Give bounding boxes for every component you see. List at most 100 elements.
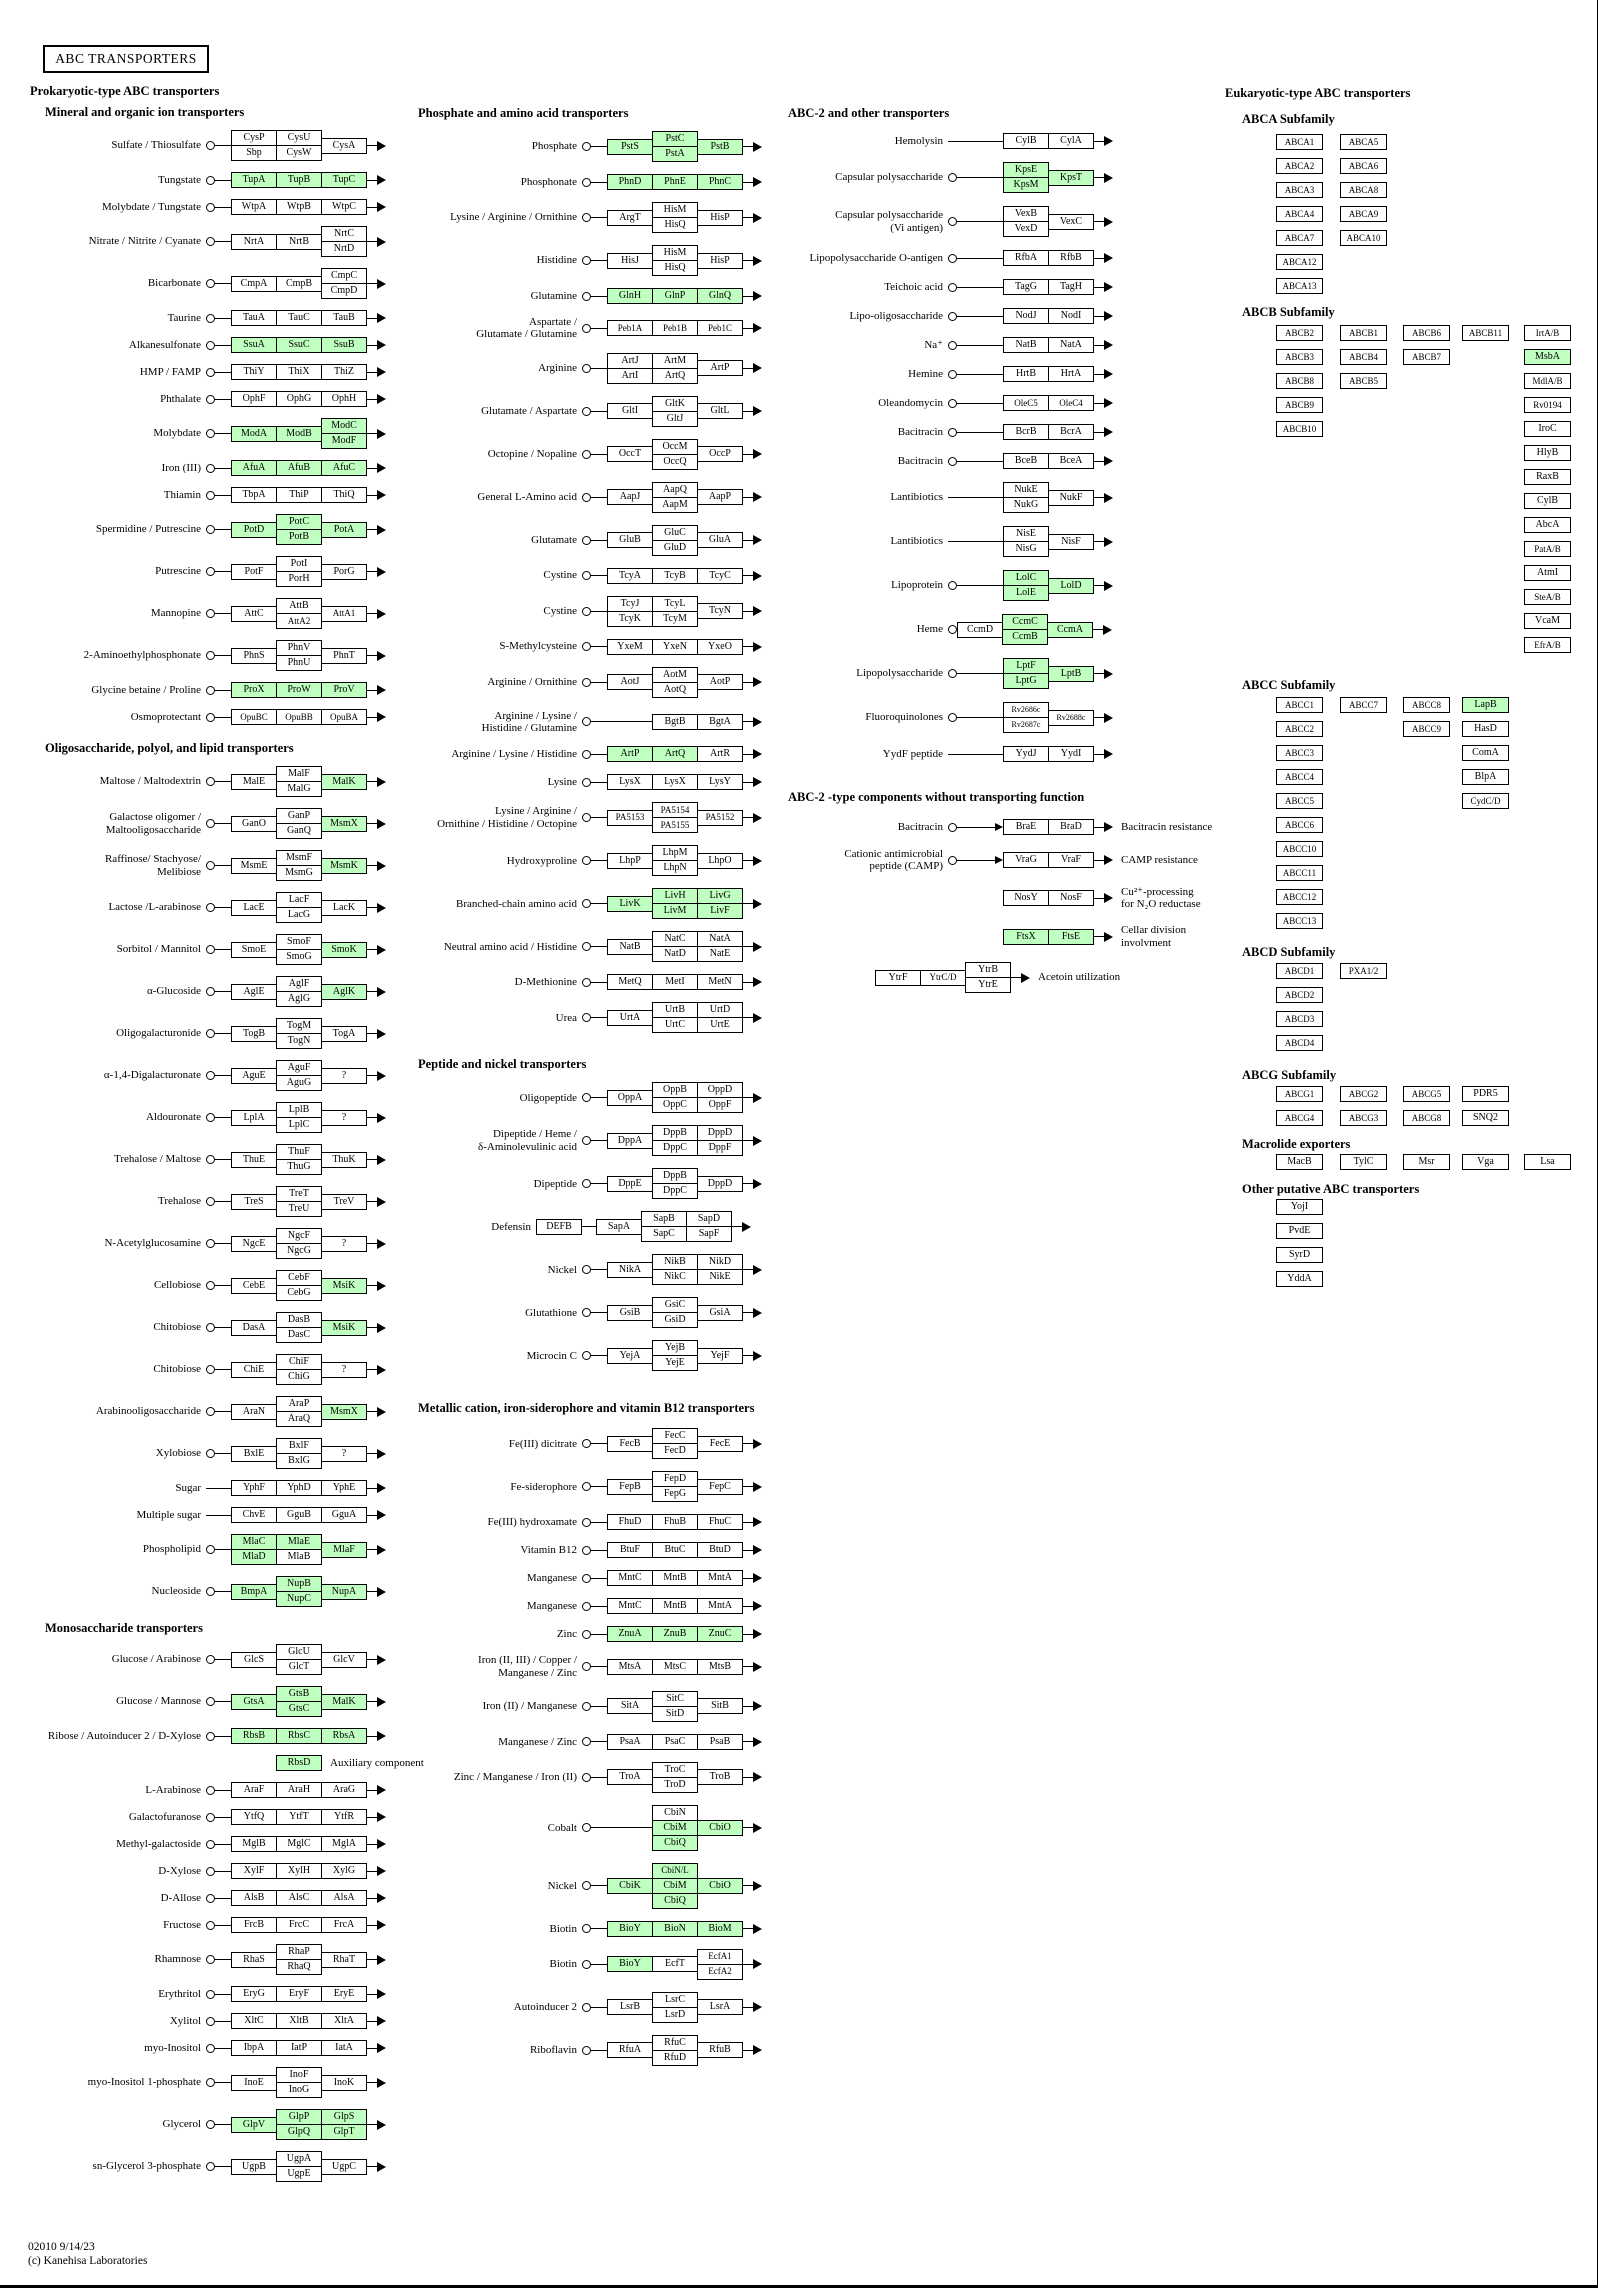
substrate-circle-icon[interactable] bbox=[582, 1439, 591, 1449]
gene-box-cbik[interactable]: CbiK bbox=[607, 1877, 653, 1894]
substrate-circle-icon[interactable] bbox=[582, 1545, 591, 1555]
substrate-circle-icon[interactable] bbox=[206, 1839, 215, 1849]
substrate-circle-icon[interactable] bbox=[206, 2162, 215, 2171]
gene-box-pdr5[interactable]: PDR5 bbox=[1462, 1086, 1509, 1102]
gene-box-potb[interactable]: PotB bbox=[276, 529, 322, 545]
gene-box-ccmb[interactable]: CcmB bbox=[1002, 629, 1048, 645]
gene-box-abca3[interactable]: ABCA3 bbox=[1276, 182, 1323, 198]
gene-box-cbin[interactable]: CbiN bbox=[652, 1804, 698, 1821]
gene-box-abcb1[interactable]: ABCB1 bbox=[1340, 325, 1387, 341]
gene-box-thuk[interactable]: ThuK bbox=[321, 1151, 367, 1168]
gene-box-wtpc[interactable]: WtpC bbox=[321, 199, 367, 215]
gene-box-arah[interactable]: AraH bbox=[276, 1782, 322, 1798]
substrate-circle-icon[interactable] bbox=[206, 2120, 215, 2129]
gene-box-glub[interactable]: GluB bbox=[607, 532, 653, 549]
gene-box-cbiq[interactable]: CbiQ bbox=[652, 1834, 698, 1851]
gene-box-abcd4[interactable]: ABCD4 bbox=[1276, 1035, 1323, 1051]
gene-box-gsia[interactable]: GsiA bbox=[697, 1304, 743, 1321]
substrate-circle-icon[interactable] bbox=[582, 1737, 591, 1747]
gene-box-bxle[interactable]: BxlE bbox=[231, 1445, 277, 1462]
substrate-circle-icon[interactable] bbox=[206, 279, 215, 288]
gene-box-dppf[interactable]: DppF bbox=[697, 1140, 743, 1157]
gene-box-abca4[interactable]: ABCA4 bbox=[1276, 206, 1323, 222]
gene-box-lsrb[interactable]: LsrB bbox=[607, 1999, 653, 2016]
substrate-circle-icon[interactable] bbox=[948, 713, 957, 722]
gene-box-tcym[interactable]: TcyM bbox=[652, 610, 698, 627]
gene-box-potf[interactable]: PotF bbox=[231, 563, 277, 580]
gene-box-abcg1[interactable]: ABCG1 bbox=[1276, 1086, 1323, 1102]
gene-box-mntc[interactable]: MntC bbox=[607, 1598, 653, 1615]
gene-box-tcyn[interactable]: TcyN bbox=[697, 603, 743, 620]
gene-box-alsb[interactable]: AlsB bbox=[231, 1890, 277, 1906]
gene-box-tbpa[interactable]: TbpA bbox=[231, 487, 277, 503]
gene-box-meti[interactable]: MetI bbox=[652, 974, 698, 991]
gene-box-alsa[interactable]: AlsA bbox=[321, 1890, 367, 1906]
gene-box-glpv[interactable]: GlpV bbox=[231, 2116, 277, 2133]
gene-box-natd[interactable]: NatD bbox=[652, 946, 698, 963]
gene-box-thiy[interactable]: ThiY bbox=[231, 364, 277, 380]
gene-box-mntc[interactable]: MntC bbox=[607, 1570, 653, 1587]
gene-box-gtsa[interactable]: GtsA bbox=[231, 1693, 277, 1710]
gene-box-cebf[interactable]: CebF bbox=[276, 1270, 322, 1286]
gene-box-msme[interactable]: MsmE bbox=[231, 857, 277, 874]
gene-box-mgla[interactable]: MglA bbox=[321, 1836, 367, 1852]
gene-box-pstc[interactable]: PstC bbox=[652, 131, 698, 147]
substrate-circle-icon[interactable] bbox=[206, 1587, 215, 1596]
gene-box-opubc[interactable]: OpuBC bbox=[231, 709, 277, 725]
gene-box-cbin-l[interactable]: CbiN/L bbox=[652, 1862, 698, 1879]
gene-box-phnt[interactable]: PhnT bbox=[321, 647, 367, 664]
substrate-circle-icon[interactable] bbox=[206, 651, 215, 660]
substrate-circle-icon[interactable] bbox=[582, 1772, 591, 1782]
gene-box-wtpb[interactable]: WtpB bbox=[276, 199, 322, 215]
gene-box-chif[interactable]: ChiF bbox=[276, 1354, 322, 1370]
gene-box-msmk[interactable]: MsmK bbox=[321, 857, 367, 874]
gene-box-male[interactable]: MalE bbox=[231, 773, 277, 790]
gene-box-abcc10[interactable]: ABCC10 bbox=[1276, 841, 1323, 857]
gene-box-phns[interactable]: PhnS bbox=[231, 647, 277, 664]
substrate-circle-icon[interactable] bbox=[582, 1351, 591, 1361]
gene-box-xylg[interactable]: XylG bbox=[321, 1863, 367, 1879]
gene-box-ecft[interactable]: EcfT bbox=[652, 1956, 698, 1973]
gene-box-brae[interactable]: BraE bbox=[1003, 819, 1049, 835]
gene-box-cbim[interactable]: CbiM bbox=[652, 1877, 698, 1894]
gene-box-malk[interactable]: MalK bbox=[321, 773, 367, 790]
gene-box-kpst[interactable]: KpsT bbox=[1048, 169, 1094, 186]
gene-box-rbsd[interactable]: RbsD bbox=[276, 1755, 322, 1771]
substrate-circle-icon[interactable] bbox=[206, 1655, 215, 1664]
gene-box-trod[interactable]: TroD bbox=[652, 1776, 698, 1793]
gene-box-aotq[interactable]: AotQ bbox=[652, 681, 698, 698]
gene-box-ftse[interactable]: FtsE bbox=[1048, 928, 1094, 945]
substrate-circle-icon[interactable] bbox=[206, 340, 215, 350]
gene-box-thug[interactable]: ThuG bbox=[276, 1159, 322, 1175]
gene-box-afub[interactable]: AfuB bbox=[276, 460, 322, 476]
gene-box-ytfq[interactable]: YtfQ bbox=[231, 1809, 277, 1825]
gene-box-ggub[interactable]: GguB bbox=[276, 1507, 322, 1523]
substrate-circle-icon[interactable] bbox=[582, 717, 591, 727]
gene-box-fhuc[interactable]: FhuC bbox=[697, 1514, 743, 1531]
gene-box-glua[interactable]: GluA bbox=[697, 532, 743, 549]
substrate-circle-icon[interactable] bbox=[206, 1449, 215, 1458]
gene-box-cysp[interactable]: CysP bbox=[231, 130, 277, 146]
gene-box-fepg[interactable]: FepG bbox=[652, 1486, 698, 1503]
gene-box-cysa[interactable]: CysA bbox=[321, 137, 367, 154]
gene-box-ssuc[interactable]: SsuC bbox=[276, 337, 322, 353]
gene-box-vexb[interactable]: VexB bbox=[1003, 206, 1049, 222]
gene-box-cylb[interactable]: CylB bbox=[1524, 493, 1571, 509]
substrate-circle-icon[interactable] bbox=[582, 177, 591, 187]
gene-box-eryg[interactable]: EryG bbox=[231, 1986, 277, 2002]
substrate-circle-icon[interactable] bbox=[206, 1029, 215, 1038]
substrate-circle-icon[interactable] bbox=[582, 606, 591, 616]
gene-box-mlab[interactable]: MlaB bbox=[276, 1549, 322, 1565]
gene-box-abcb6[interactable]: ABCB6 bbox=[1403, 325, 1450, 341]
gene-box-glpt[interactable]: GlpT bbox=[321, 2124, 367, 2140]
gene-box-tylc[interactable]: TylC bbox=[1340, 1154, 1387, 1170]
gene-box-mlaf[interactable]: MlaF bbox=[321, 1541, 367, 1558]
gene-box-sapb[interactable]: SapB bbox=[641, 1211, 687, 1228]
gene-box-cebe[interactable]: CebE bbox=[231, 1277, 277, 1294]
gene-box-natb[interactable]: NatB bbox=[1003, 337, 1049, 353]
gene-box-pa5155[interactable]: PA5155 bbox=[652, 817, 698, 834]
gene-box-aapp[interactable]: AapP bbox=[697, 489, 743, 506]
gene-box-msmx[interactable]: MsmX bbox=[321, 1403, 367, 1420]
gene-box-nrtb[interactable]: NrtB bbox=[276, 233, 322, 250]
gene-box-inok[interactable]: InoK bbox=[321, 2074, 367, 2091]
